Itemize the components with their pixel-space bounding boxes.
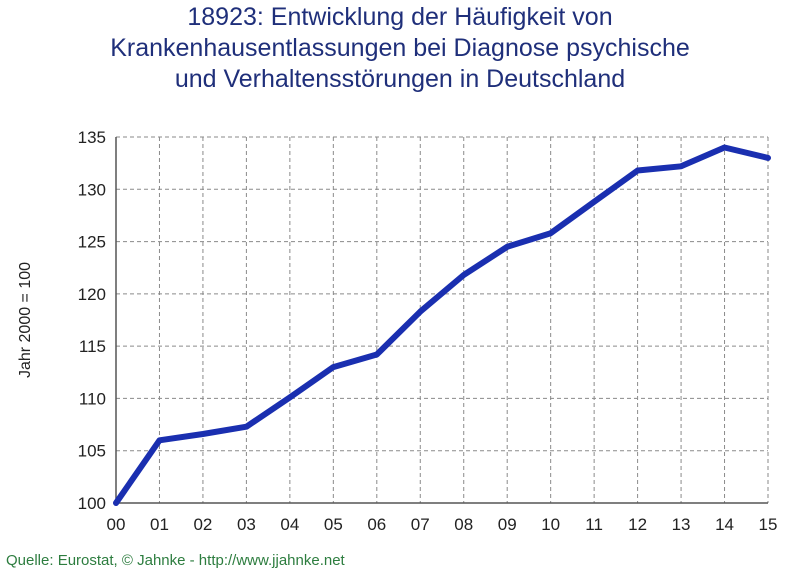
source-note: Quelle: Eurostat, © Jahnke - http://www.… bbox=[6, 552, 345, 569]
data-point bbox=[722, 144, 728, 150]
x-tick-label: 13 bbox=[672, 515, 691, 534]
x-tick-label: 07 bbox=[411, 515, 430, 534]
chart-title-line-3: und Verhaltensstörungen in Deutschland bbox=[174, 65, 626, 93]
x-tick-label: 00 bbox=[107, 515, 126, 534]
y-tick-labels: 100 105 110 115 120 125 130 135 bbox=[78, 128, 106, 513]
x-tick-label: 08 bbox=[454, 515, 473, 534]
x-tick-label: 04 bbox=[280, 515, 299, 534]
data-point bbox=[461, 272, 467, 278]
chart-grid bbox=[116, 136, 769, 503]
x-tick-label: 12 bbox=[628, 515, 647, 534]
series-layer bbox=[113, 144, 771, 506]
x-tick-label: 11 bbox=[585, 515, 603, 534]
x-tick-label: 10 bbox=[541, 515, 560, 534]
x-tick-label: 03 bbox=[237, 515, 256, 534]
x-tick-label: 15 bbox=[759, 515, 778, 534]
y-tick-label: 100 bbox=[78, 494, 106, 513]
series-line bbox=[113, 144, 771, 506]
x-tick-label: 06 bbox=[367, 515, 386, 534]
data-point bbox=[765, 155, 771, 161]
data-point bbox=[548, 230, 554, 236]
data-point bbox=[200, 431, 206, 437]
y-tick-label: 110 bbox=[79, 389, 106, 408]
data-point bbox=[678, 163, 684, 169]
y-tick-label: 120 bbox=[78, 285, 106, 304]
data-point bbox=[504, 244, 510, 250]
y-tick-label: 130 bbox=[78, 180, 106, 199]
data-point bbox=[113, 500, 119, 506]
y-tick-label: 115 bbox=[79, 337, 106, 356]
x-tick-label: 14 bbox=[715, 515, 734, 534]
chart-title-line-1: 18923: Entwicklung der Häufigkeit von bbox=[187, 3, 613, 31]
y-axis-label: Jahr 2000 = 100 bbox=[17, 262, 34, 378]
y-tick-label: 125 bbox=[78, 233, 106, 252]
x-tick-label: 01 bbox=[150, 515, 169, 534]
data-point bbox=[287, 394, 293, 400]
x-tick-label: 05 bbox=[324, 515, 343, 534]
data-point bbox=[330, 364, 336, 370]
chart-axes bbox=[115, 137, 768, 504]
x-tick-labels: 00 01 02 03 04 05 06 07 08 09 10 11 12 13 14 15 bbox=[107, 515, 778, 534]
data-point bbox=[635, 167, 641, 173]
chart-title-line-2: Krankenhausentlassungen bei Diagnose psy… bbox=[110, 34, 690, 62]
x-tick-label: 09 bbox=[498, 515, 517, 534]
chart-title: 18923: Entwicklung der Häufigkeit von Kr… bbox=[0, 2, 800, 95]
data-point bbox=[243, 424, 249, 430]
y-tick-label: 105 bbox=[78, 442, 106, 461]
data-point bbox=[591, 199, 597, 205]
data-point bbox=[374, 352, 380, 358]
y-tick-label: 135 bbox=[78, 128, 106, 147]
data-point bbox=[156, 437, 162, 443]
data-point bbox=[417, 309, 423, 315]
x-tick-label: 02 bbox=[193, 515, 212, 534]
